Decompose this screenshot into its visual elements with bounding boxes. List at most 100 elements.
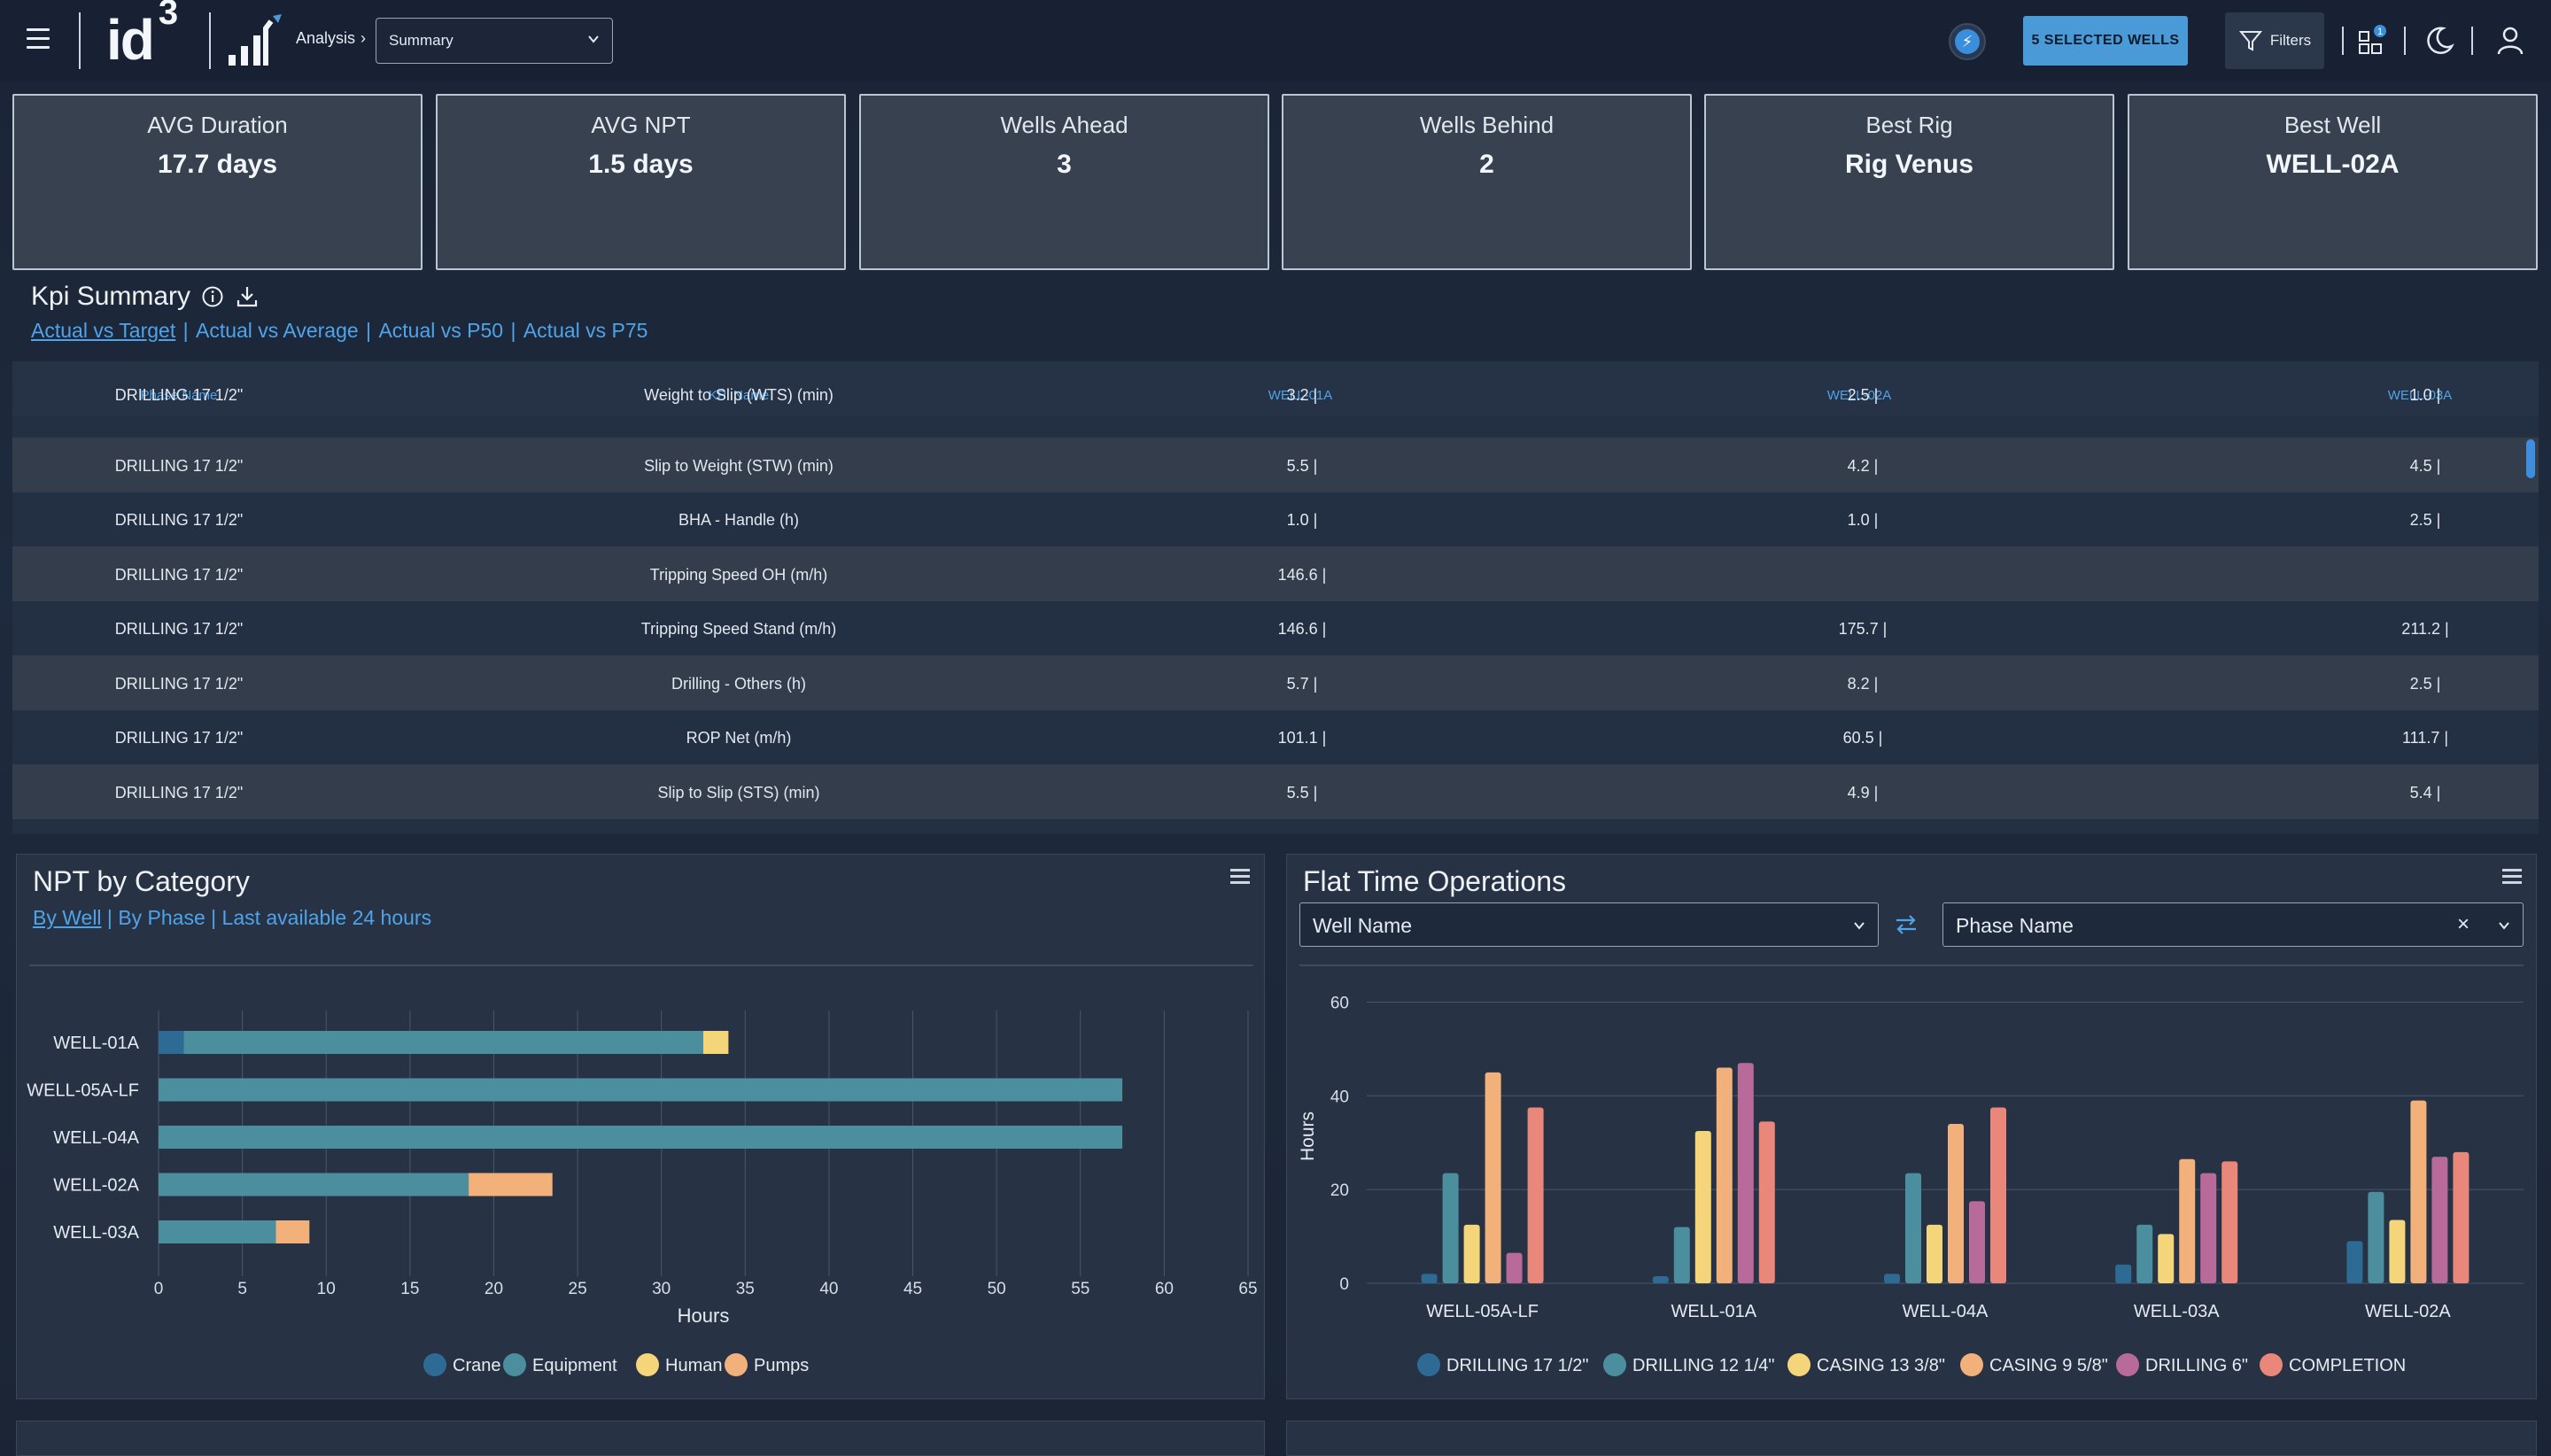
column-header[interactable]: WELL-01A bbox=[1268, 388, 1333, 403]
legend-label: DRILLING 17 1/2" bbox=[1446, 1356, 1589, 1375]
kpi-card-value: 1.5 days bbox=[588, 150, 694, 179]
bottom-panel-left bbox=[16, 1421, 1265, 1456]
bar bbox=[1527, 1107, 1544, 1283]
app-logo[interactable]: id 3 bbox=[106, 0, 178, 72]
kpi-card-wells-behind: Wells Behind 2 bbox=[1282, 94, 1692, 270]
download-icon[interactable] bbox=[235, 284, 260, 309]
filters-button[interactable]: Filters bbox=[2225, 12, 2324, 69]
table-cell: DRILLING 17 1/2" bbox=[114, 386, 244, 404]
bar bbox=[1758, 1121, 1775, 1283]
filters-label: Filters bbox=[2269, 32, 2312, 49]
view-select[interactable]: Summary bbox=[376, 18, 613, 64]
legend-marker bbox=[636, 1353, 659, 1376]
table-cell: DRILLING 17 1/2" bbox=[114, 565, 244, 584]
bar-segment bbox=[183, 1031, 703, 1054]
table-row[interactable]: DRILLING 17 1/2" Tripping Speed OH (m/h) 1… bbox=[12, 546, 2539, 601]
table-cell: 60.5 | bbox=[1842, 729, 1883, 747]
kpi-card-value: Rig Venus bbox=[1844, 150, 1974, 179]
table-row[interactable]: DRILLING 17 1/2" Tripping Speed Stand (m/… bbox=[12, 600, 2539, 655]
x-tick-label: 10 bbox=[317, 1280, 336, 1298]
column-header[interactable]: KPI Name bbox=[708, 388, 770, 403]
bar bbox=[1969, 1201, 1985, 1283]
kpi-summary-table[interactable]: Phase Name KPI Name WELL-01A WELL-02A WE… bbox=[12, 361, 2539, 834]
chevron-down-icon bbox=[1854, 922, 1865, 930]
dashboard-grid-icon[interactable]: 1 bbox=[2356, 25, 2388, 57]
kpi-card-value: 17.7 days bbox=[157, 150, 278, 179]
divider bbox=[2342, 27, 2344, 55]
link-by-phase[interactable]: By Phase bbox=[118, 906, 205, 929]
table-header: Phase Name KPI Name WELL-01A WELL-02A WE… bbox=[12, 361, 2539, 416]
x-tick-label: 25 bbox=[569, 1280, 587, 1298]
selected-wells-button[interactable]: 5 SELECTED WELLS bbox=[2023, 16, 2188, 66]
chevron-right-icon: › bbox=[361, 29, 367, 47]
kpi-card-best-well: Best Well WELL-02A bbox=[2128, 94, 2538, 270]
bar bbox=[1673, 1227, 1690, 1283]
bar bbox=[1421, 1274, 1438, 1283]
x-axis-label: Hours bbox=[678, 1305, 730, 1327]
table-row[interactable]: DRILLING 17 1/2" Slip to Slip (STS) (min)… bbox=[12, 763, 2539, 819]
tab-actual-vs-target[interactable]: Actual vs Target bbox=[31, 319, 176, 342]
table-cell: 1.0 | bbox=[1286, 511, 1318, 529]
bar-segment bbox=[159, 1126, 1123, 1149]
dark-mode-moon-icon[interactable] bbox=[2423, 25, 2455, 57]
table-cell: 5.4 | bbox=[2409, 783, 2441, 802]
table-cell: 3.2 | bbox=[1286, 386, 1318, 404]
column-header[interactable]: WELL-02A bbox=[1826, 388, 1892, 403]
breadcrumb[interactable]: Analysis › bbox=[296, 29, 366, 48]
tab-actual-vs-average[interactable]: Actual vs Average bbox=[195, 319, 359, 342]
table-row[interactable]: DRILLING 17 1/2" Slip to Weight (STW) (mi… bbox=[12, 437, 2539, 492]
tab-actual-vs-p50[interactable]: Actual vs P50 bbox=[378, 319, 504, 342]
legend-marker bbox=[503, 1353, 526, 1376]
legend-label: DRILLING 6" bbox=[2145, 1356, 2248, 1375]
swap-icon[interactable] bbox=[1893, 911, 1919, 938]
well-name-dropdown[interactable]: Well Name bbox=[1299, 902, 1879, 947]
lightning-status-icon[interactable]: ⚡ bbox=[1949, 23, 1986, 60]
tab-actual-vs-p75[interactable]: Actual vs P75 bbox=[523, 319, 648, 342]
table-row[interactable]: DRILLING 17 1/2" Weight to Slip (WTS) (mi… bbox=[12, 383, 2539, 416]
bar bbox=[2179, 1158, 2196, 1283]
column-header[interactable]: Phase Name bbox=[140, 388, 218, 403]
y-axis-label: Hours bbox=[1298, 1111, 1318, 1161]
bar-segment bbox=[703, 1031, 729, 1054]
table-cell: 2.5 | bbox=[1847, 386, 1879, 404]
legend-label: COMPLETION bbox=[2289, 1356, 2406, 1375]
link-by-well[interactable]: By Well bbox=[33, 906, 102, 929]
breadcrumb-analysis[interactable]: Analysis bbox=[296, 29, 356, 47]
dropdown-value: Well Name bbox=[1313, 914, 1413, 937]
x-tick-label: 15 bbox=[400, 1280, 419, 1298]
legend-label: Pumps bbox=[754, 1356, 809, 1375]
top-bar: id 3 Analysis › Summary ⚡ 5 SELECTED WELL… bbox=[0, 0, 2551, 81]
table-scrollbar[interactable] bbox=[2526, 439, 2535, 478]
link-last-24-hours[interactable]: Last available 24 hours bbox=[221, 906, 432, 929]
table-row[interactable]: DRILLING 17 1/2" BHA - Handle (h) 1.0 | 1.0… bbox=[12, 492, 2539, 546]
bar bbox=[1948, 1124, 1964, 1283]
table-row[interactable]: DRILLING 17 1/2" Drilling - Others (h) 5.7… bbox=[12, 654, 2539, 710]
table-cell: 4.5 | bbox=[2409, 456, 2441, 475]
panel-menu-icon[interactable] bbox=[2502, 869, 2522, 887]
table-cell: 146.6 | bbox=[1277, 565, 1327, 584]
kpi-card-avg-duration: AVG Duration 17.7 days bbox=[12, 94, 423, 270]
clear-icon[interactable]: × bbox=[2456, 912, 2470, 936]
analytics-logo-icon[interactable] bbox=[225, 12, 282, 67]
phase-name-dropdown[interactable]: Phase Name × bbox=[1942, 902, 2524, 947]
table-cell: 101.1 | bbox=[1277, 729, 1327, 747]
table-cell: 1.0 | bbox=[1847, 511, 1879, 529]
column-header[interactable]: WELL-03A bbox=[2387, 388, 2453, 403]
table-cell: Weight to Slip (WTS) (min) bbox=[644, 386, 834, 404]
bar bbox=[1694, 1131, 1711, 1283]
y-tick-label: 40 bbox=[1330, 1088, 1349, 1106]
panel-menu-icon[interactable] bbox=[1230, 869, 1250, 887]
bar bbox=[1884, 1274, 1900, 1283]
user-profile-icon[interactable] bbox=[2494, 25, 2526, 57]
kpi-card-label: Wells Ahead bbox=[1000, 112, 1128, 138]
filter-icon bbox=[2238, 31, 2262, 51]
info-icon[interactable] bbox=[201, 285, 224, 308]
table-cell: DRILLING 17 1/2" bbox=[114, 729, 244, 747]
menu-icon[interactable] bbox=[27, 28, 50, 51]
table-cell: 5.5 | bbox=[1286, 783, 1318, 802]
table-row[interactable]: DRILLING 17 1/2" ROP Net (m/h) 101.1 | 60.5… bbox=[12, 709, 2539, 764]
kpi-card-value: WELL-02A bbox=[2266, 150, 2400, 179]
bar bbox=[2136, 1224, 2153, 1283]
legend-label: CASING 9 5/8" bbox=[1989, 1356, 2108, 1375]
bar bbox=[1652, 1276, 1669, 1283]
